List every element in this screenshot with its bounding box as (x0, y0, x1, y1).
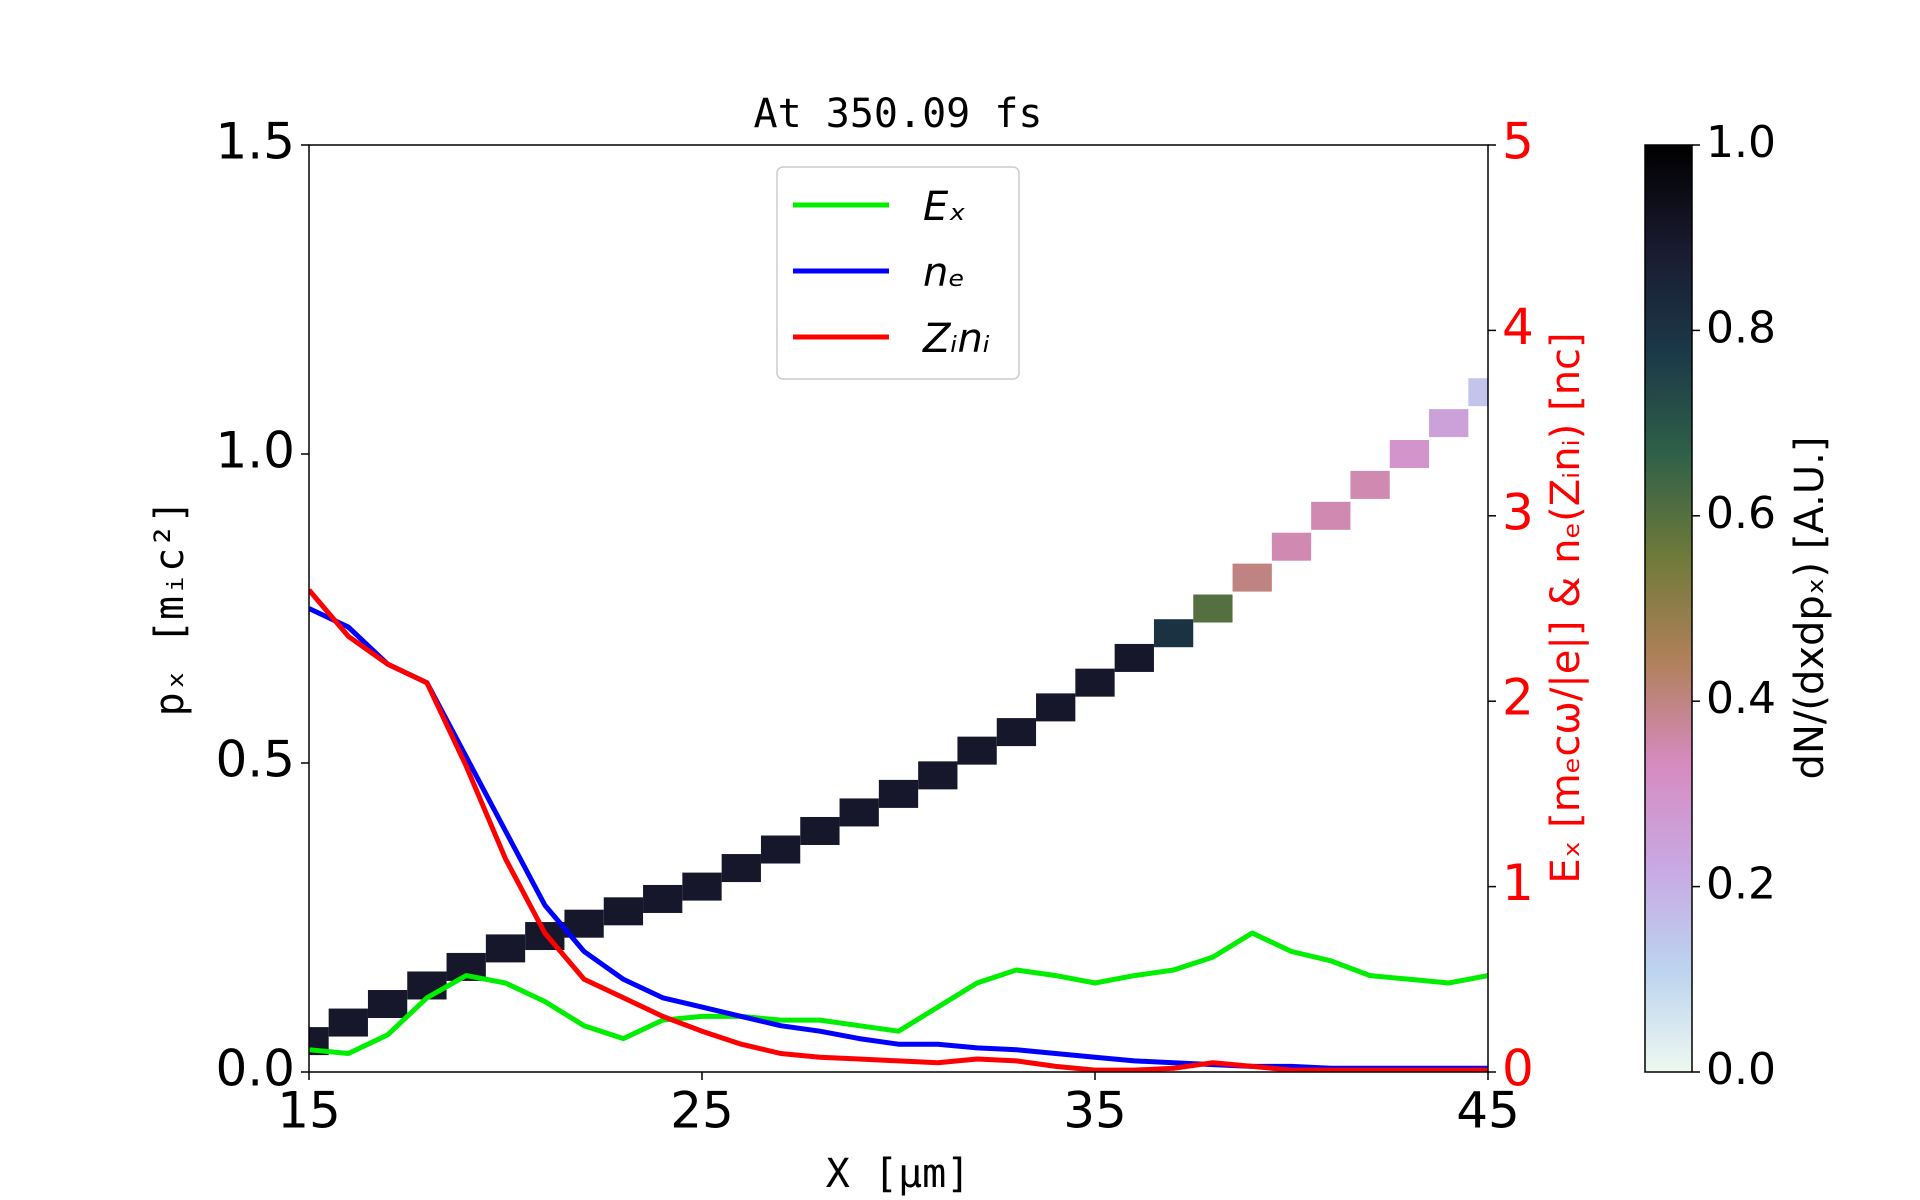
y2-tick-label: 3 (1502, 483, 1534, 541)
y-tick-label: 1.5 (215, 113, 295, 171)
colorbar-tick-label: 1.0 (1706, 117, 1776, 168)
y2-tick-label: 2 (1502, 669, 1534, 727)
heatmap-cell (1114, 643, 1154, 672)
y2-axis-label: Eₓ [mₑcω/|e|] & nₑ(Zᵢnᵢ) [nc] (1543, 332, 1589, 883)
plot-frame (308, 144, 1489, 1073)
heatmap-cell (682, 872, 722, 901)
colorbar-tick-label: 0.0 (1706, 1044, 1776, 1095)
heatmap-cell (1036, 693, 1076, 722)
x-tick-label: 35 (1063, 1082, 1127, 1140)
legend-label: Eₓ (923, 184, 966, 230)
y2-tick-label: 5 (1502, 113, 1534, 171)
heatmap-cell (1429, 409, 1469, 438)
heatmap-cell (957, 736, 997, 765)
heatmap-cell (800, 816, 840, 845)
heatmap-cell (1350, 470, 1390, 499)
colorbar-label: dN/(dxdpₓ) [A.U.] (1787, 437, 1833, 780)
x-tick-label: 45 (1456, 1082, 1520, 1140)
heatmap-cell (643, 884, 683, 913)
x-tick-label: 15 (277, 1082, 341, 1140)
y2-tick-label: 0 (1502, 1040, 1534, 1098)
heatmap-cell (407, 971, 447, 1000)
heatmap-cell (839, 798, 879, 827)
legend-box (776, 166, 1020, 380)
colorbar-tick-label: 0.8 (1706, 302, 1776, 353)
y-tick-label: 0.0 (215, 1040, 295, 1098)
y-axis-label: pₓ [mᵢc²] (147, 500, 193, 717)
heatmap-cell (367, 990, 408, 1019)
colorbar-tick-label: 0.2 (1706, 859, 1776, 910)
heatmap-cell (760, 835, 801, 864)
legend-label: nₑ (923, 250, 965, 296)
y2-tick-label: 4 (1502, 298, 1534, 356)
colorbar (1644, 144, 1693, 1073)
x-tick-label: 25 (670, 1082, 734, 1140)
heatmap-cell (878, 779, 919, 808)
heatmap-cell (1468, 378, 1488, 407)
heatmap-cell (485, 934, 526, 963)
heatmap-cell (1075, 668, 1115, 697)
y2-tick-label: 1 (1502, 854, 1534, 912)
heatmap-cell (1389, 440, 1430, 468)
series-line (309, 930, 1488, 1056)
chart-title: At 350.09 fs (754, 91, 1043, 137)
heatmap-cell (721, 854, 761, 883)
heatmap-cell (996, 718, 1037, 747)
series-line (309, 606, 1488, 1071)
legend-label: Zᵢnᵢ (922, 316, 990, 362)
heatmap-cell (1193, 594, 1233, 623)
heatmap-cell (1232, 563, 1272, 592)
plot-area (309, 378, 1488, 1072)
heatmap-cell (1153, 619, 1194, 648)
heatmap-cell (603, 897, 644, 926)
heatmap-cell (1311, 501, 1351, 530)
x-axis-label: X [μm] (826, 1151, 971, 1197)
colorbar-tick-label: 0.4 (1706, 673, 1776, 724)
colorbar-tick-label: 0.6 (1706, 488, 1776, 539)
y-tick-label: 1.0 (215, 422, 295, 480)
heatmap-cell (328, 1008, 368, 1037)
series-line (309, 588, 1488, 1072)
heatmap-cell (1271, 532, 1312, 561)
heatmap-cell (918, 761, 958, 790)
y-tick-label: 0.5 (215, 731, 295, 789)
